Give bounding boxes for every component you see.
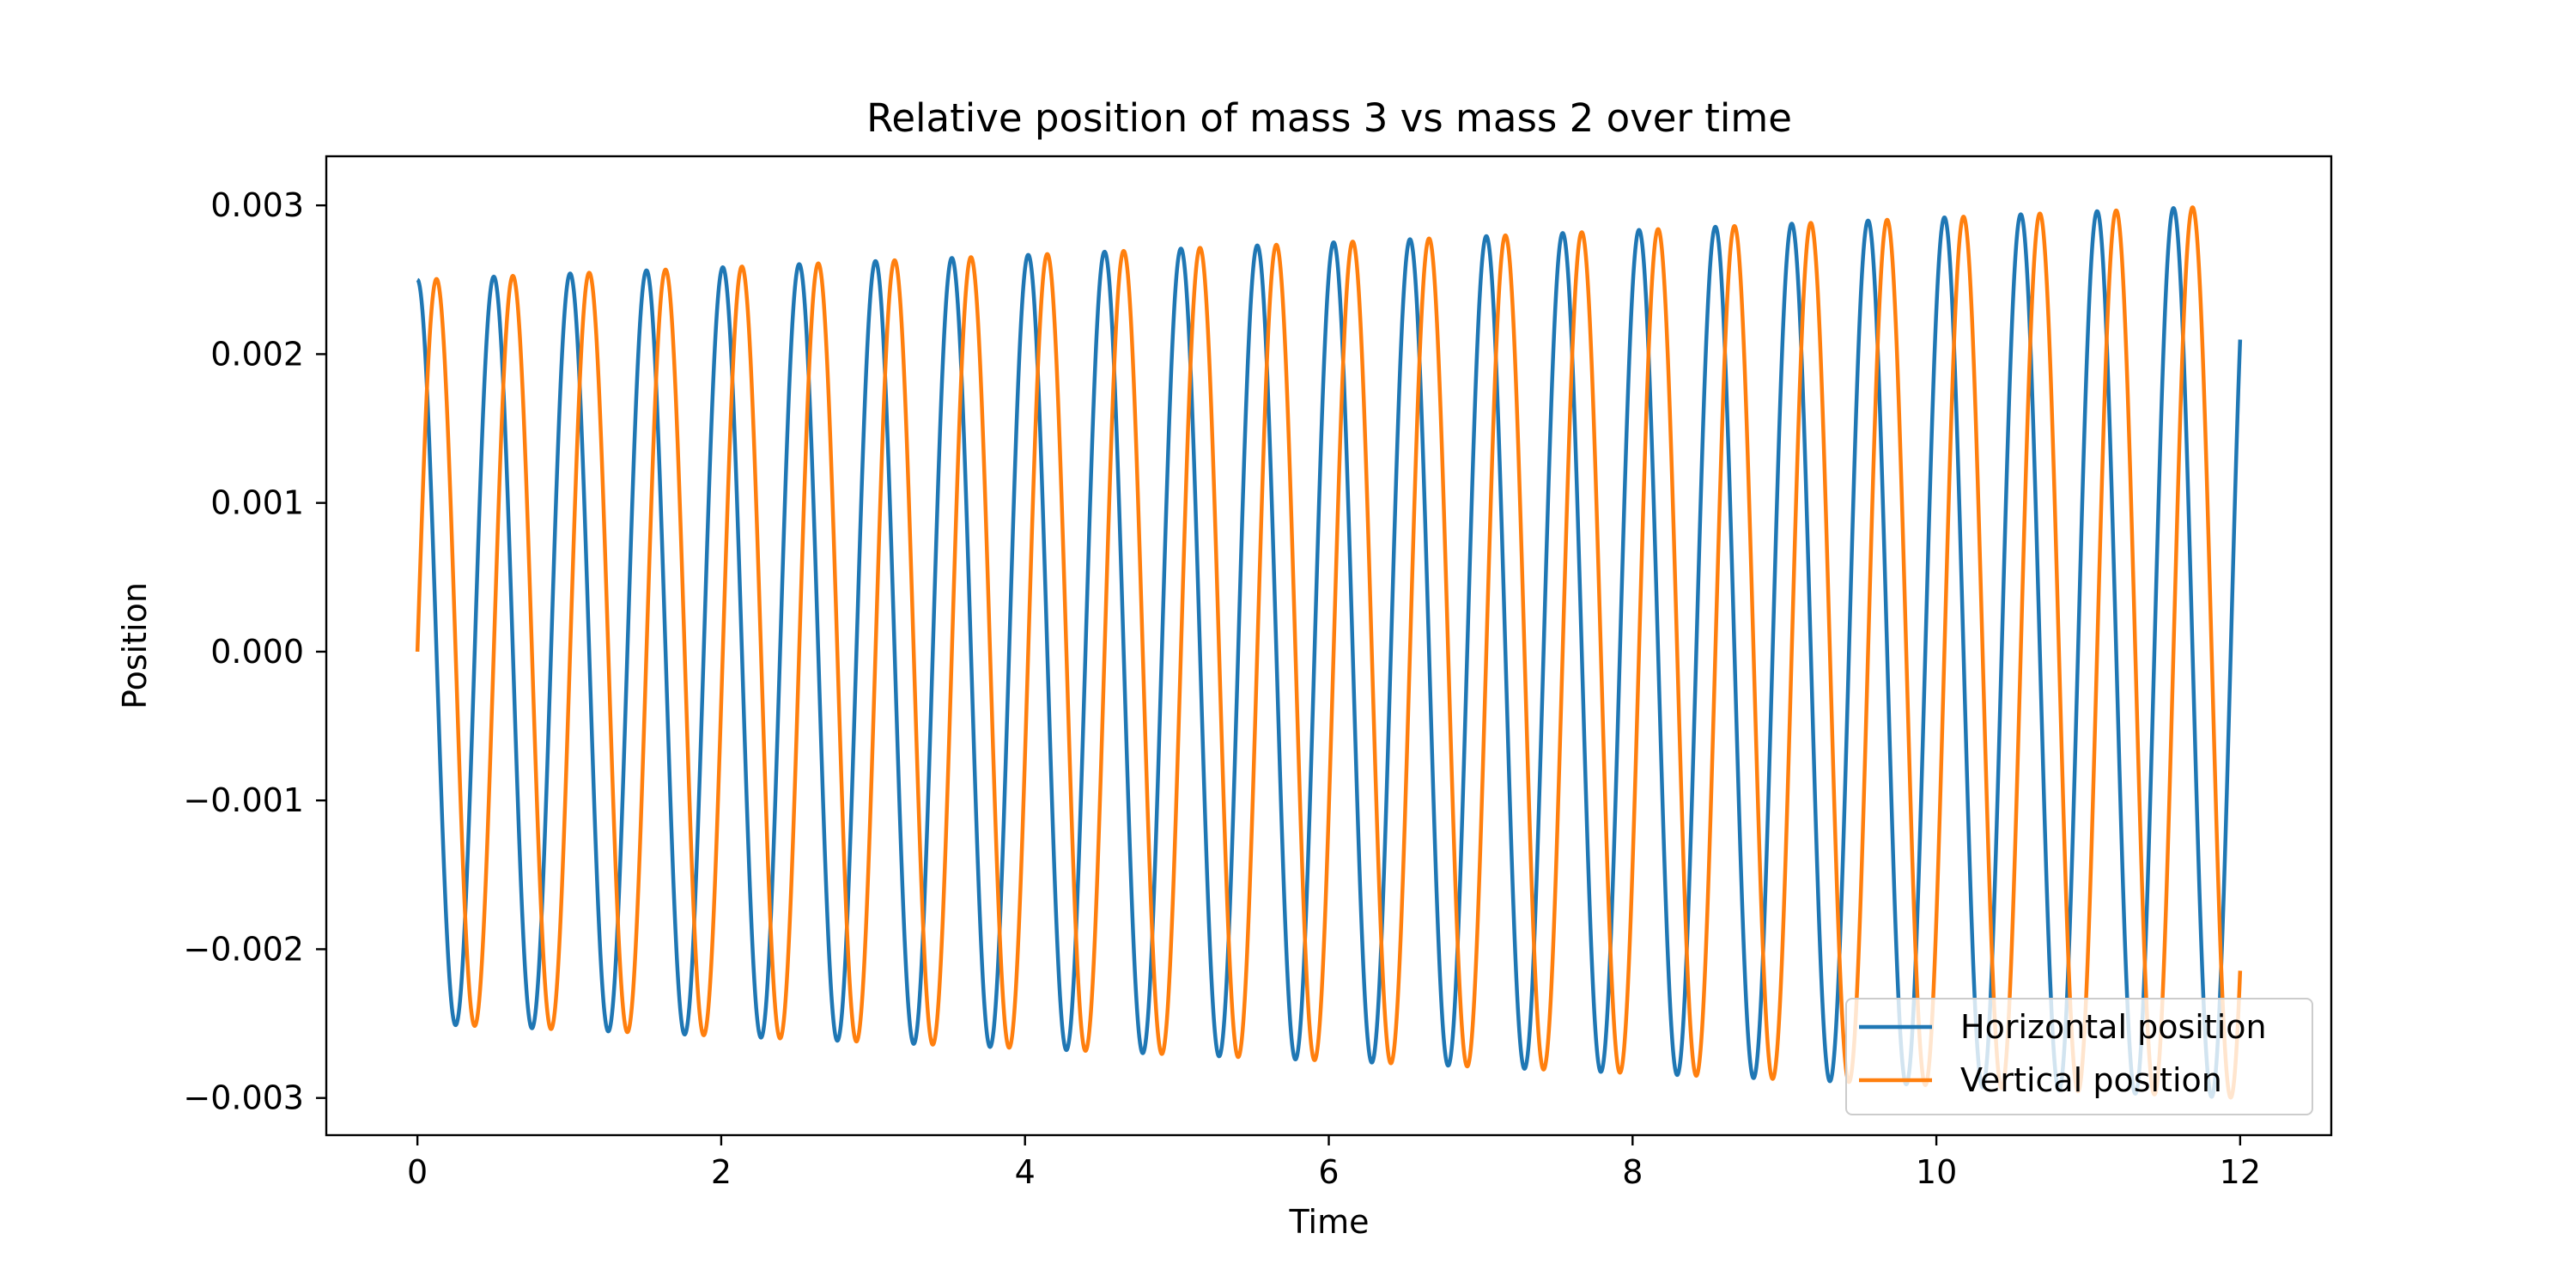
- x-tick-label: 10: [1916, 1153, 1957, 1191]
- y-tick-label: 0.000: [210, 633, 304, 671]
- y-tick-label: 0.001: [210, 484, 304, 522]
- plot-area: [325, 155, 2333, 1137]
- chart-title: Relative position of mass 3 vs mass 2 ov…: [866, 95, 1792, 141]
- y-axis-label: Position: [116, 582, 154, 709]
- legend-label-vertical: Vertical position: [1960, 1061, 2222, 1099]
- y-tick-label: 0.003: [210, 186, 304, 224]
- legend: Horizontal position Vertical position: [1845, 998, 2313, 1115]
- y-tick-label: −0.002: [183, 930, 304, 968]
- x-tick-label: 6: [1318, 1153, 1339, 1191]
- x-tick-label: 2: [711, 1153, 732, 1191]
- series-layer: [415, 205, 2243, 1100]
- x-tick-label: 8: [1622, 1153, 1643, 1191]
- y-tick-label: −0.003: [183, 1079, 304, 1117]
- x-axis-label: Time: [1289, 1203, 1370, 1241]
- y-axis: 0.003 0.002 0.001 0.000 −0.001 −0.002 −0.003: [183, 186, 326, 1117]
- legend-label-horizontal: Horizontal position: [1960, 1008, 2267, 1046]
- x-tick-label: 12: [2220, 1153, 2261, 1191]
- y-tick-label: −0.001: [183, 781, 304, 819]
- legend-box: [1845, 998, 2313, 1115]
- series-line-horizontal: [416, 206, 2243, 1099]
- x-tick-label: 4: [1015, 1153, 1036, 1191]
- x-axis: 0 2 4 6 8 10 12: [407, 1135, 2261, 1191]
- x-tick-label: 0: [407, 1153, 428, 1191]
- y-tick-label: 0.002: [210, 335, 304, 373]
- series-line-vertical: [415, 205, 2243, 1100]
